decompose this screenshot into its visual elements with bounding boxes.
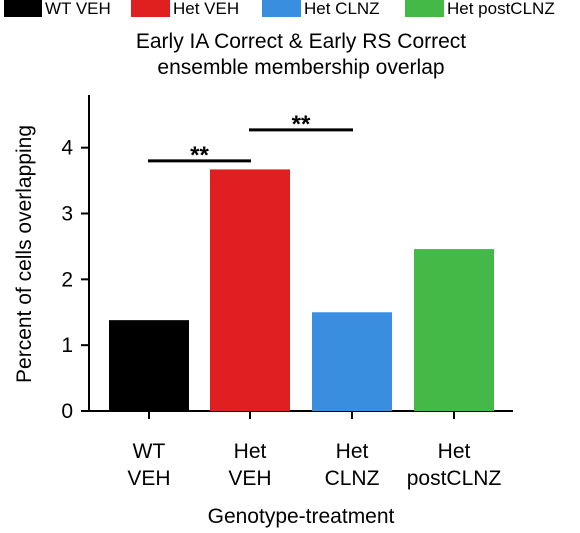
chart-title-line: Early IA Correct & Early RS Correct bbox=[136, 30, 466, 53]
bar bbox=[414, 249, 494, 411]
significance-annotations: ** ** bbox=[148, 111, 353, 169]
y-tick-label: 0 bbox=[61, 400, 73, 423]
bar bbox=[312, 312, 392, 411]
x-tick-label: VEH bbox=[228, 467, 271, 490]
y-tick-label: 3 bbox=[61, 203, 73, 226]
significance-label: ** bbox=[292, 111, 311, 138]
legend: WT VEH Het VEH Het CLNZ Het postCLNZ bbox=[4, 0, 555, 18]
chart-title-line: ensemble membership overlap bbox=[157, 56, 444, 79]
x-tick-label: postCLNZ bbox=[407, 467, 502, 490]
chart-title: Early IA Correct & Early RS Correct ensem… bbox=[136, 30, 466, 79]
significance-label: ** bbox=[190, 142, 209, 169]
x-tick-label: WT bbox=[133, 440, 166, 463]
x-tick-label: VEH bbox=[127, 467, 170, 490]
bars bbox=[109, 169, 494, 411]
legend-swatch bbox=[4, 0, 42, 17]
legend-swatch bbox=[131, 0, 170, 17]
legend-swatch bbox=[405, 0, 444, 17]
x-tick-label: Het bbox=[336, 440, 369, 463]
x-tick-label: Het bbox=[438, 440, 471, 463]
legend-label: Het postCLNZ bbox=[447, 0, 555, 18]
legend-label: WT VEH bbox=[45, 0, 111, 18]
x-axis-label: Genotype-treatment bbox=[208, 505, 395, 528]
bar bbox=[210, 169, 290, 411]
y-tick-label: 4 bbox=[61, 137, 73, 160]
bar bbox=[109, 320, 189, 411]
legend-label: Het CLNZ bbox=[304, 0, 380, 18]
y-tick-label: 1 bbox=[61, 334, 73, 357]
x-tick-label: CLNZ bbox=[325, 467, 380, 490]
axes: 0 1 2 3 4 WT VEH Het VEH Het CLNZ Het postCLNZ Genoty… bbox=[13, 95, 513, 528]
y-tick-label: 2 bbox=[61, 268, 73, 291]
y-axis-label: Percent of cells overlapping bbox=[13, 125, 36, 383]
legend-swatch bbox=[262, 0, 301, 17]
x-tick-label: Het bbox=[234, 440, 267, 463]
legend-label: Het VEH bbox=[173, 0, 239, 18]
